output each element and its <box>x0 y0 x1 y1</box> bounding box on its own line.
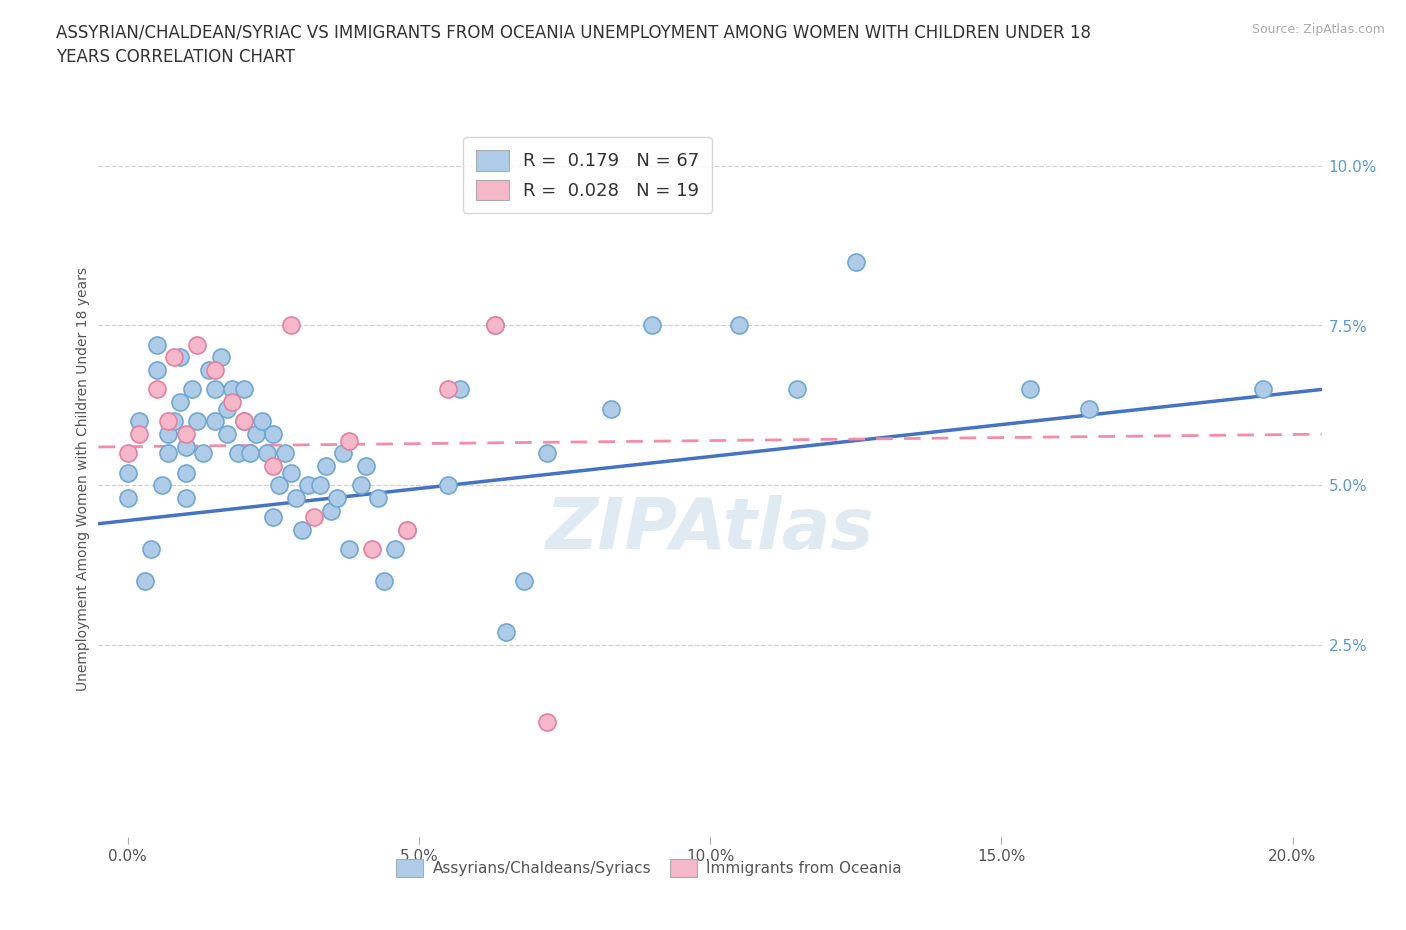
Point <box>186 414 208 429</box>
Point <box>302 510 325 525</box>
Text: ASSYRIAN/CHALDEAN/SYRIAC VS IMMIGRANTS FROM OCEANIA UNEMPLOYMENT AMONG WOMEN WIT: ASSYRIAN/CHALDEAN/SYRIAC VS IMMIGRANTS F… <box>56 23 1091 41</box>
Point <box>1253 382 1275 397</box>
Point <box>174 440 197 455</box>
Point <box>449 382 471 397</box>
Point <box>536 714 558 729</box>
Point <box>321 503 343 518</box>
Point <box>145 338 167 352</box>
Point <box>117 445 139 460</box>
Point <box>437 478 460 493</box>
Point <box>280 318 302 333</box>
Point <box>349 478 371 493</box>
Point <box>337 542 360 557</box>
Point <box>226 445 249 460</box>
Point <box>396 523 419 538</box>
Point <box>728 318 751 333</box>
Point <box>361 542 384 557</box>
Text: ZIPAtlas: ZIPAtlas <box>546 495 875 564</box>
Point <box>215 427 238 442</box>
Point <box>512 574 534 589</box>
Point <box>308 478 330 493</box>
Point <box>174 427 197 442</box>
Point <box>845 254 868 269</box>
Point <box>180 382 202 397</box>
Point <box>315 458 337 473</box>
Point <box>204 414 226 429</box>
Point <box>297 478 319 493</box>
Point <box>600 401 623 416</box>
Point <box>332 445 354 460</box>
Point <box>128 427 150 442</box>
Point <box>641 318 664 333</box>
Point <box>163 414 186 429</box>
Point <box>484 318 506 333</box>
Point <box>198 363 221 378</box>
Point <box>786 382 808 397</box>
Point <box>1019 382 1042 397</box>
Point <box>117 491 139 506</box>
Point <box>239 445 262 460</box>
Point <box>233 414 256 429</box>
Point <box>495 625 517 640</box>
Point <box>245 427 267 442</box>
Point <box>1077 401 1099 416</box>
Point <box>169 394 191 409</box>
Point <box>367 491 389 506</box>
Point <box>204 363 226 378</box>
Point <box>285 491 308 506</box>
Point <box>396 523 419 538</box>
Point <box>204 382 226 397</box>
Point <box>174 465 197 480</box>
Point <box>484 318 506 333</box>
Point <box>262 458 284 473</box>
Point <box>356 458 378 473</box>
Point <box>291 523 314 538</box>
Point <box>221 394 243 409</box>
Point <box>437 382 460 397</box>
Point <box>215 401 238 416</box>
Point <box>145 363 167 378</box>
Point <box>163 350 186 365</box>
Point <box>337 433 360 448</box>
Point <box>262 427 284 442</box>
Point <box>117 465 139 480</box>
Point <box>157 414 180 429</box>
Point <box>169 350 191 365</box>
Point <box>280 465 302 480</box>
Point <box>221 382 243 397</box>
Point <box>267 478 290 493</box>
Point <box>250 414 273 429</box>
Point <box>262 510 284 525</box>
Point <box>145 382 167 397</box>
Point <box>256 445 278 460</box>
Point <box>233 414 256 429</box>
Point <box>373 574 395 589</box>
Legend: Assyrians/Chaldeans/Syriacs, Immigrants from Oceania: Assyrians/Chaldeans/Syriacs, Immigrants … <box>389 853 908 884</box>
Point <box>384 542 406 557</box>
Point <box>157 427 180 442</box>
Y-axis label: Unemployment Among Women with Children Under 18 years: Unemployment Among Women with Children U… <box>76 267 90 691</box>
Point <box>209 350 232 365</box>
Point <box>157 445 180 460</box>
Point <box>274 445 297 460</box>
Point <box>139 542 162 557</box>
Point <box>326 491 349 506</box>
Point <box>536 445 558 460</box>
Text: Source: ZipAtlas.com: Source: ZipAtlas.com <box>1251 23 1385 36</box>
Point <box>174 491 197 506</box>
Point <box>186 338 208 352</box>
Point <box>134 574 156 589</box>
Point <box>193 445 215 460</box>
Text: YEARS CORRELATION CHART: YEARS CORRELATION CHART <box>56 48 295 66</box>
Point <box>128 414 150 429</box>
Point <box>152 478 174 493</box>
Point <box>233 382 256 397</box>
